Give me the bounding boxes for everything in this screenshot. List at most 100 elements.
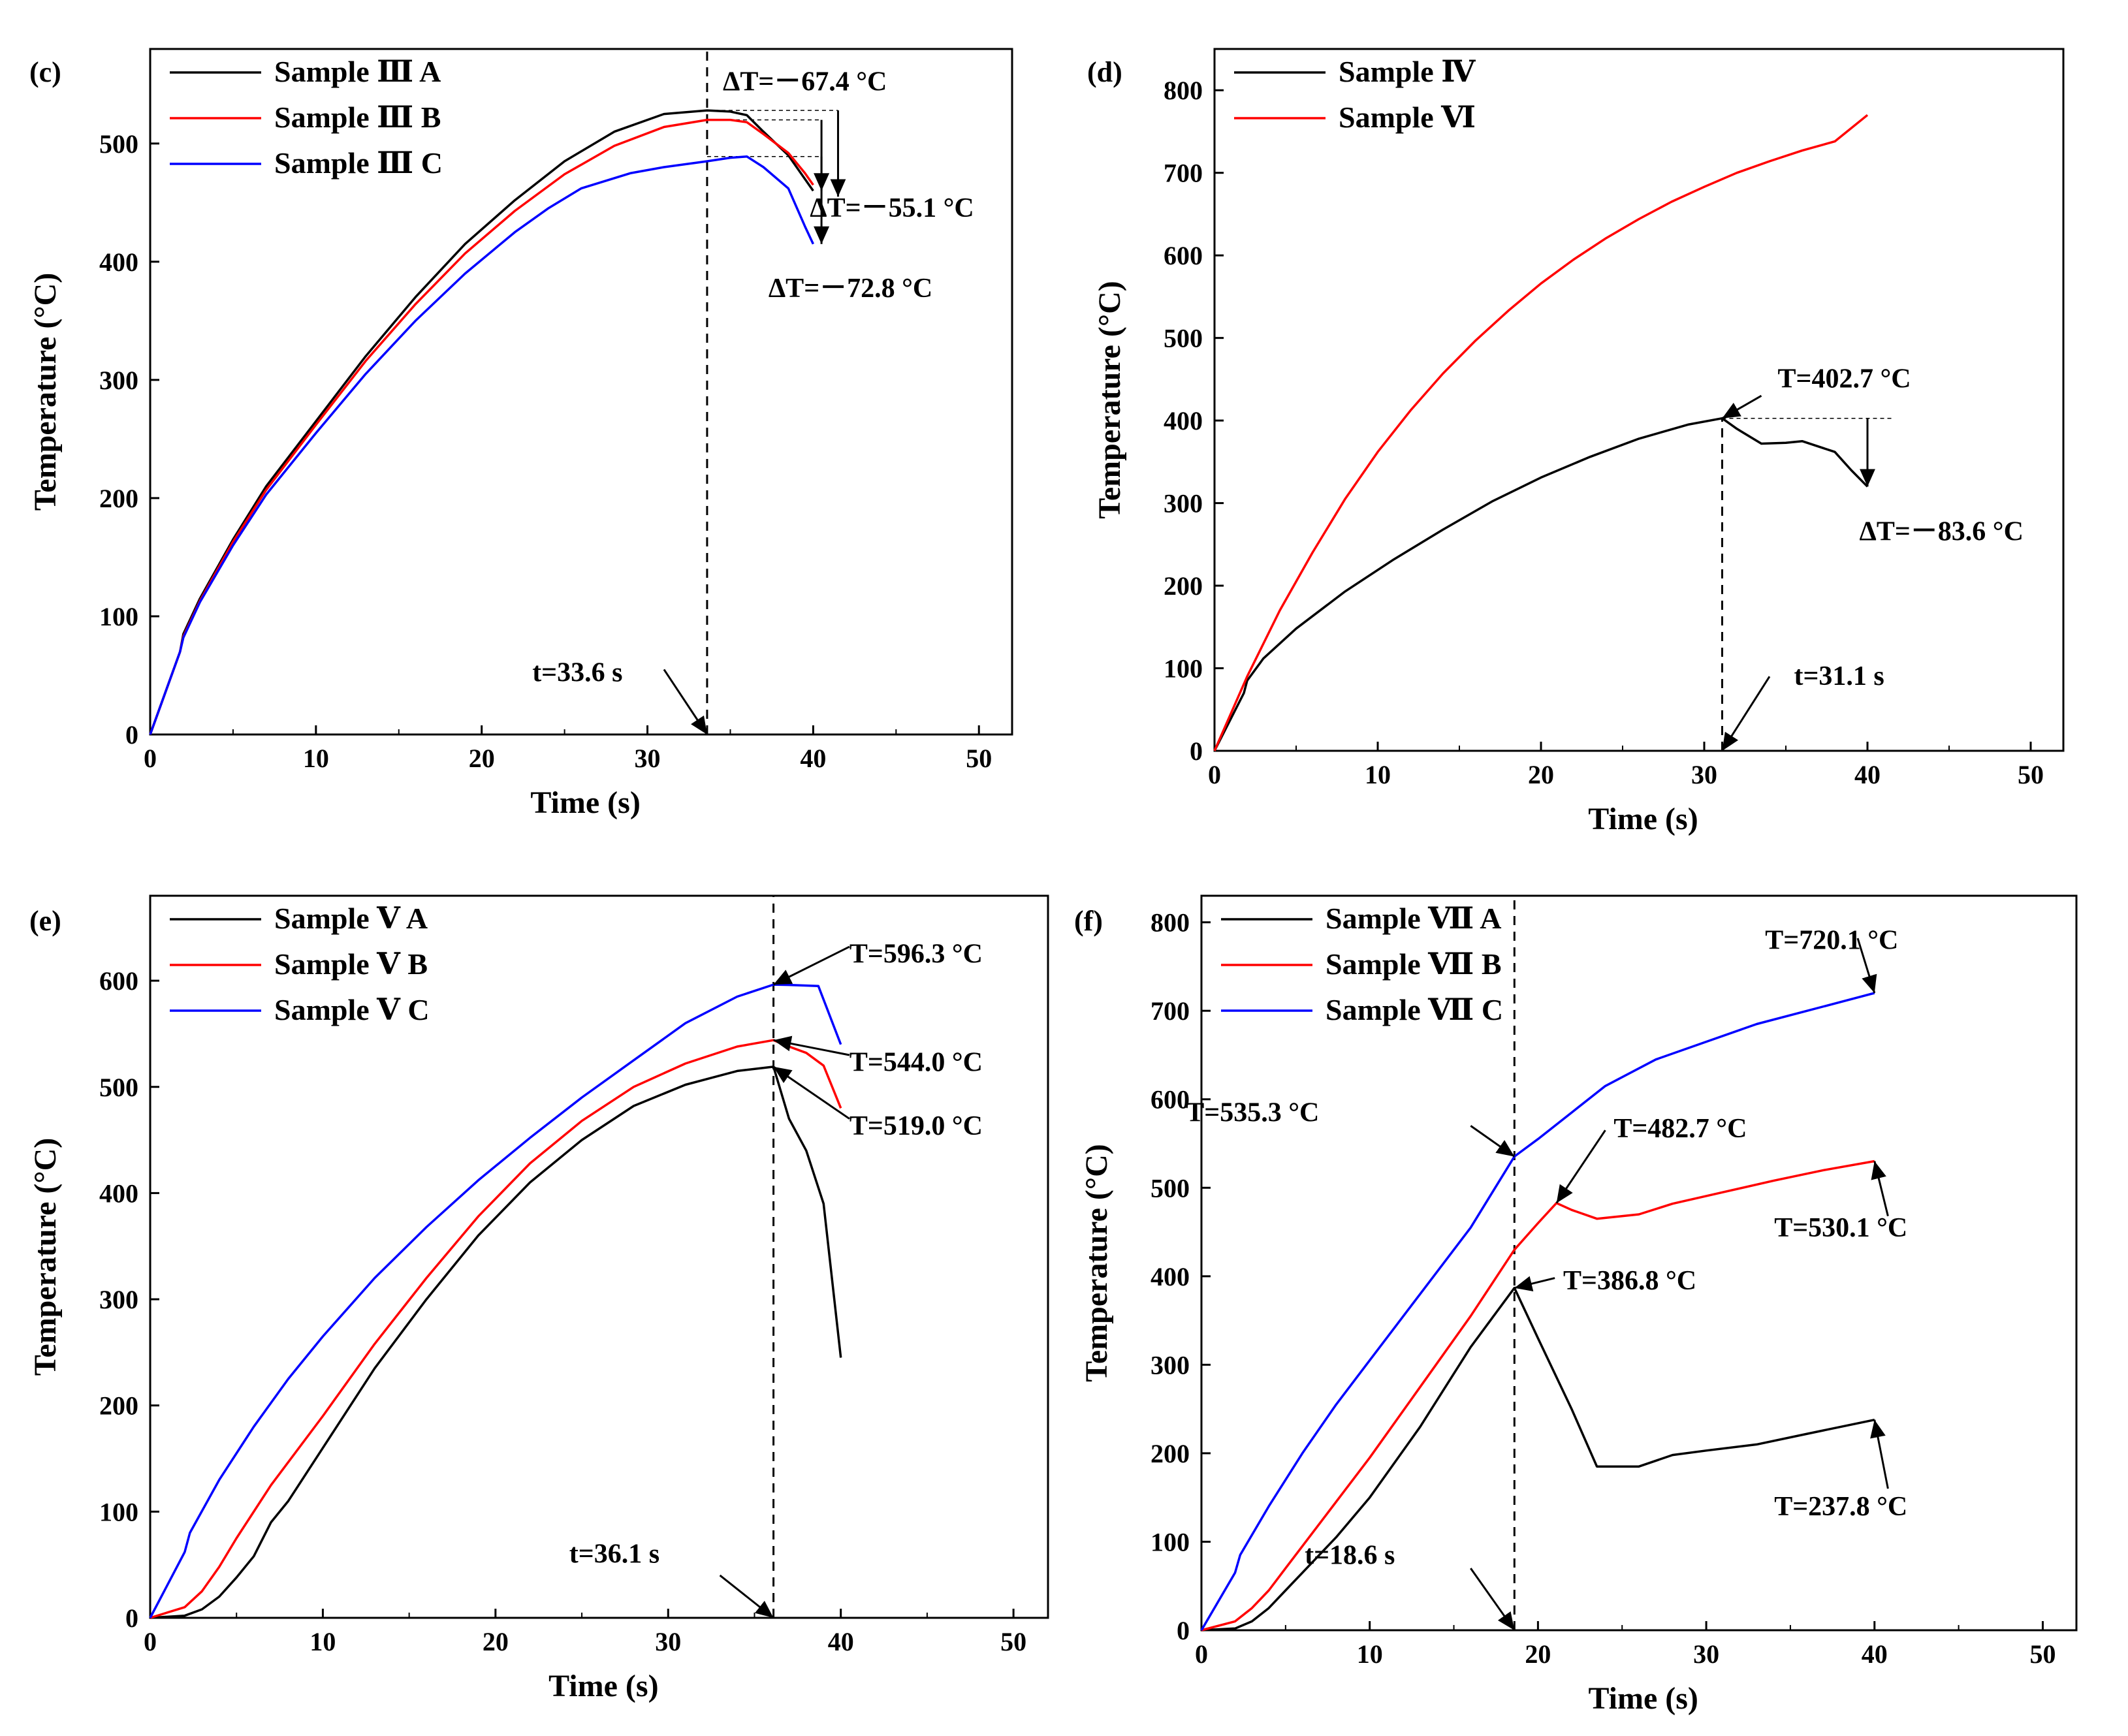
- annotation-label: ΔT=－83.6 °C: [1860, 517, 2024, 547]
- y-tick-label: 500: [99, 1073, 138, 1102]
- annotation-arrow: [719, 1574, 774, 1619]
- annotation-label: T=482.7 °C: [1613, 1114, 1747, 1144]
- y-tick-label: 100: [99, 602, 138, 631]
- legend-entry: Sample Ⅲ C: [274, 146, 443, 180]
- y-tick-label: 0: [125, 1603, 138, 1633]
- y-tick-label: 600: [1151, 1085, 1190, 1114]
- x-tick-label: 30: [655, 1627, 681, 1656]
- annotation-arrow: [1514, 1276, 1555, 1291]
- series-line-1: [150, 1065, 842, 1619]
- annotation-arrow: [1870, 1419, 1889, 1489]
- annotation-arrow: [772, 1065, 850, 1120]
- annotation-label: T=544.0 °C: [850, 1047, 983, 1077]
- series-line-1: [1213, 417, 1869, 751]
- x-tick-label: 50: [2029, 1639, 2056, 1669]
- annotation-label: T=720.1 °C: [1765, 925, 1898, 955]
- series-line-2: [150, 1039, 842, 1619]
- y-tick-label: 800: [1164, 76, 1203, 105]
- y-tick-label: 300: [99, 366, 138, 395]
- x-tick-label: 50: [1000, 1627, 1026, 1656]
- x-tick-label: 20: [1528, 760, 1554, 789]
- legend-entry: Sample Ⅵ: [1339, 101, 1476, 134]
- annotation-arrow: [1871, 1161, 1889, 1217]
- panel-label: (e): [29, 905, 61, 937]
- annotation-arrow: [1856, 938, 1877, 994]
- series-line-2: [1201, 1160, 1875, 1632]
- y-tick-label: 200: [99, 1391, 138, 1421]
- y-tick-label: 600: [1164, 241, 1203, 270]
- y-tick-label: 100: [1164, 654, 1203, 684]
- x-tick-label: 40: [1862, 1639, 1888, 1669]
- series-line-3: [149, 155, 814, 735]
- y-tick-label: 200: [1164, 571, 1203, 601]
- plot-frame: [1200, 894, 2078, 1632]
- annotation-label: T=519.0 °C: [850, 1111, 983, 1141]
- series-line-3: [149, 983, 842, 1618]
- y-tick-label: 100: [99, 1497, 138, 1526]
- annotation-arrow: [773, 1035, 850, 1056]
- x-tick-label: 0: [144, 744, 157, 773]
- y-tick-label: 400: [1151, 1262, 1190, 1291]
- y-tick-label: 0: [1190, 736, 1203, 766]
- x-tick-label: 0: [144, 1627, 157, 1656]
- annotation-label: T=596.3 °C: [850, 939, 983, 969]
- y-tick-label: 300: [1164, 489, 1203, 518]
- x-tick-label: 30: [1693, 1639, 1719, 1669]
- x-tick-label: 20: [483, 1627, 509, 1656]
- annotation-label: ΔT=－67.4 °C: [723, 67, 887, 97]
- x-tick-label: 30: [1691, 760, 1717, 789]
- y-axis-title: Temperature (°C): [28, 273, 63, 511]
- panel-label: (c): [29, 56, 61, 88]
- y-axis-title: Temperature (°C): [1079, 1144, 1114, 1381]
- x-tick-label: 30: [635, 744, 661, 773]
- y-tick-label: 0: [125, 720, 138, 750]
- legend-entry: Sample Ⅶ B: [1326, 947, 1502, 981]
- annotation-label: T=386.8 °C: [1563, 1266, 1696, 1296]
- y-tick-label: 200: [1151, 1439, 1190, 1468]
- chart-panel-2: (d)0 10 20 30 40 500100200300400500600700800T…: [1087, 48, 2065, 836]
- chart-panel-4: (f)0 10 20 30 40 500100200300400500600700800T…: [1074, 894, 2078, 1716]
- annotation-arrow: [1721, 394, 1762, 420]
- y-axis-title: Temperature (°C): [1092, 281, 1127, 518]
- annotation-label: t=36.1 s: [569, 1539, 659, 1569]
- panel-label: (f): [1074, 905, 1103, 937]
- x-tick-label: 10: [303, 744, 329, 773]
- x-tick-label: 10: [1365, 760, 1391, 789]
- legend-entry: Sample Ⅴ B: [274, 947, 428, 981]
- annotation-label: T=535.3 °C: [1186, 1098, 1319, 1128]
- panel-label: (d): [1087, 56, 1122, 88]
- x-tick-label: 50: [966, 744, 992, 773]
- annotation-label: t=31.1 s: [1794, 661, 1884, 691]
- legend-entry: Sample Ⅶ C: [1326, 993, 1503, 1026]
- annotation-arrow: [1721, 676, 1771, 751]
- y-tick-label: 600: [99, 966, 138, 996]
- legend-entry: Sample Ⅶ A: [1326, 902, 1502, 935]
- x-tick-label: 10: [1357, 1639, 1383, 1669]
- annotation-label: t=33.6 s: [532, 658, 622, 688]
- y-tick-label: 400: [99, 247, 138, 277]
- annotation-label: T=237.8 °C: [1774, 1492, 1907, 1522]
- plot-frame: [149, 48, 1013, 736]
- legend-entry: Sample Ⅴ C: [274, 993, 430, 1026]
- x-tick-label: 20: [1525, 1639, 1551, 1669]
- annotation-label: ΔT=－55.1 °C: [810, 193, 974, 223]
- annotation-arrow: [1470, 1568, 1516, 1631]
- legend-entry: Sample Ⅲ A: [274, 55, 441, 88]
- y-tick-label: 200: [99, 484, 138, 513]
- annotation-label: T=402.7 °C: [1778, 364, 1911, 394]
- y-tick-label: 0: [1177, 1616, 1190, 1645]
- x-tick-label: 40: [1854, 760, 1881, 789]
- x-tick-label: 0: [1208, 760, 1221, 789]
- y-tick-label: 300: [99, 1285, 138, 1314]
- x-tick-label: 20: [469, 744, 495, 773]
- x-tick-label: 50: [2018, 760, 2044, 789]
- x-axis-title: Time (s): [1588, 802, 1698, 836]
- series-line-3: [1200, 992, 1875, 1631]
- x-tick-label: 0: [1195, 1639, 1208, 1669]
- y-tick-label: 400: [99, 1178, 138, 1208]
- y-axis-title: Temperature (°C): [28, 1138, 63, 1376]
- x-tick-label: 40: [828, 1627, 854, 1656]
